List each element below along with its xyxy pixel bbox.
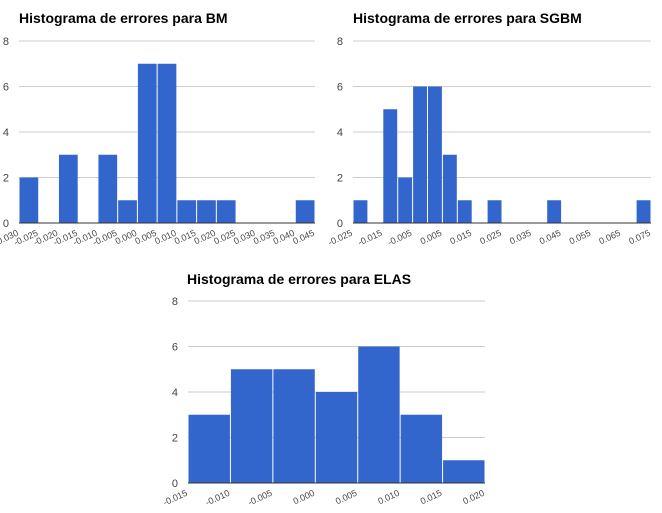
x-tick-label-elas: -0.015: [161, 488, 188, 508]
bar-elas: [443, 460, 485, 483]
x-tick-label-elas: 0.000: [291, 488, 316, 507]
x-tick-label-elas: 0.010: [376, 488, 401, 507]
bar-bm: [197, 200, 216, 223]
bar-elas: [273, 369, 315, 483]
bar-bm: [19, 177, 39, 223]
bar-elas: [358, 346, 400, 483]
y-tick-label-elas: 8: [172, 296, 178, 308]
bar-bm: [137, 63, 157, 223]
bar-bm: [216, 200, 236, 223]
y-tick-label-elas: 6: [172, 342, 178, 354]
y-tick-label-bm: 4: [3, 127, 9, 139]
chart-title-bm: Histograma de errores para BM: [19, 10, 228, 26]
bar-bm: [58, 154, 78, 223]
y-tick-label-bm: 6: [3, 82, 9, 94]
y-tick-label-sgbm: 2: [337, 173, 343, 185]
y-tick-label-sgbm: 6: [337, 82, 343, 94]
bar-sgbm: [353, 200, 368, 223]
x-tick-label-sgbm: -0.005: [386, 228, 413, 248]
y-tick-label-bm: 2: [3, 173, 9, 185]
y-tick-label-bm: 8: [3, 36, 9, 48]
bar-sgbm: [413, 86, 427, 223]
y-tick-label-sgbm: 4: [337, 127, 343, 139]
bar-elas: [230, 369, 273, 483]
y-tick-label-elas: 0: [172, 478, 178, 490]
bar-sgbm: [547, 200, 562, 223]
x-tick-label-bm: 0.045: [291, 228, 316, 247]
x-tick-label-sgbm: -0.015: [356, 228, 383, 248]
bar-sgbm: [398, 177, 413, 223]
x-tick-label-sgbm: 0.045: [538, 228, 563, 247]
x-tick-label-elas: 0.020: [461, 488, 486, 507]
y-tick-label-elas: 2: [172, 433, 178, 445]
bar-elas: [188, 414, 230, 483]
y-tick-label-sgbm: 0: [337, 218, 343, 230]
y-tick-label-elas: 4: [172, 387, 178, 399]
bar-sgbm: [428, 86, 442, 223]
bar-bm: [98, 154, 118, 223]
x-tick-label-sgbm: 0.015: [448, 228, 473, 247]
x-tick-label-sgbm: 0.055: [568, 228, 593, 247]
bar-elas: [400, 414, 443, 483]
bar-bm: [177, 200, 197, 223]
y-tick-label-bm: 0: [3, 218, 9, 230]
bar-bm: [157, 63, 177, 223]
x-tick-label-elas: 0.015: [419, 488, 444, 507]
bar-sgbm: [487, 200, 502, 223]
x-tick-label-sgbm: 0.065: [597, 228, 622, 247]
x-tick-label-sgbm: -0.025: [326, 228, 353, 248]
x-tick-label-sgbm: 0.035: [508, 228, 533, 247]
bar-bm: [295, 200, 315, 223]
y-tick-label-sgbm: 8: [337, 36, 343, 48]
bar-sgbm: [457, 200, 472, 223]
x-tick-label-elas: -0.010: [204, 488, 231, 508]
x-tick-label-elas: 0.005: [334, 488, 359, 507]
bar-elas: [315, 392, 358, 483]
x-tick-label-elas: -0.005: [246, 488, 273, 508]
chart-title-sgbm: Histograma de errores para SGBM: [353, 10, 582, 26]
bar-sgbm: [636, 200, 651, 223]
bar-bm: [118, 200, 137, 223]
x-tick-label-sgbm: 0.075: [627, 228, 652, 247]
x-tick-label-sgbm: 0.025: [478, 228, 503, 247]
chart-title-elas: Histograma de errores para ELAS: [187, 271, 412, 287]
bar-sgbm: [442, 154, 457, 223]
bar-sgbm: [383, 109, 398, 223]
x-tick-label-sgbm: 0.005: [419, 228, 444, 247]
